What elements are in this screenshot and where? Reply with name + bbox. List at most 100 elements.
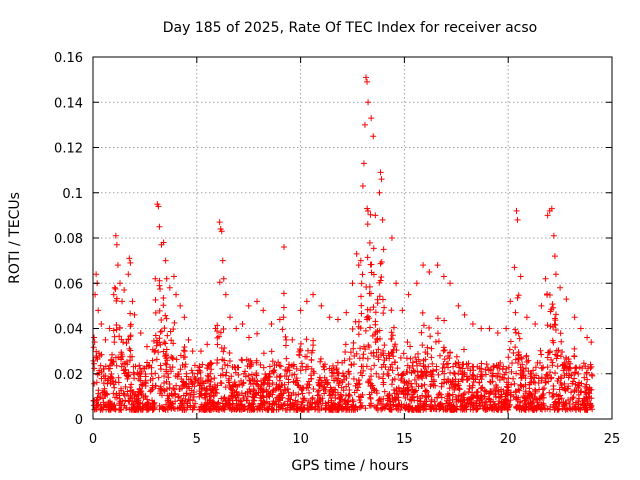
roti-point	[549, 359, 556, 366]
roti-point	[532, 387, 539, 394]
roti-point	[335, 370, 342, 377]
roti-point	[422, 387, 429, 394]
roti-point	[265, 406, 272, 413]
roti-point	[170, 326, 177, 333]
roti-point	[526, 385, 533, 392]
roti-point	[516, 335, 523, 342]
roti-point	[331, 377, 338, 384]
roti-point	[522, 365, 529, 372]
roti-point	[390, 346, 397, 353]
roti-point	[510, 393, 517, 400]
roti-point	[400, 350, 407, 357]
roti-point	[578, 380, 585, 387]
roti-point	[546, 292, 553, 299]
roti-point	[568, 389, 575, 396]
roti-point	[588, 339, 595, 346]
roti-point	[531, 374, 538, 381]
roti-point	[211, 375, 218, 382]
roti-point	[187, 376, 194, 383]
roti-point	[552, 317, 559, 324]
roti-point	[515, 394, 522, 401]
roti-point	[229, 401, 236, 408]
roti-point	[162, 312, 169, 319]
roti-point	[358, 280, 365, 287]
roti-point	[170, 273, 177, 280]
roti-point	[223, 369, 230, 376]
roti-point	[497, 373, 504, 380]
roti-point	[370, 352, 377, 359]
roti-point	[462, 404, 469, 411]
roti-point	[404, 382, 411, 389]
roti-point	[271, 362, 278, 369]
roti-point	[569, 401, 576, 408]
roti-point	[478, 385, 485, 392]
roti-point	[318, 405, 325, 412]
roti-point	[349, 326, 356, 333]
roti-point	[476, 379, 483, 386]
roti-point	[375, 346, 382, 353]
roti-point	[171, 386, 178, 393]
roti-point	[214, 400, 221, 407]
roti-point	[447, 405, 454, 412]
roti-point	[321, 384, 328, 391]
roti-point	[503, 379, 510, 386]
roti-point	[583, 369, 590, 376]
roti-point	[125, 398, 132, 405]
roti-point	[122, 405, 129, 412]
chart-title: Day 185 of 2025, Rate Of TEC Index for r…	[163, 20, 538, 36]
roti-point	[296, 346, 303, 353]
roti-point	[166, 284, 173, 291]
roti-point	[455, 363, 462, 370]
roti-point	[144, 399, 151, 406]
roti-point	[245, 334, 252, 341]
roti-point	[499, 366, 506, 373]
roti-point	[381, 342, 388, 349]
roti-point	[181, 314, 188, 321]
roti-point	[557, 284, 564, 291]
roti-point	[410, 394, 417, 401]
roti-point	[420, 262, 427, 269]
roti-point	[161, 379, 168, 386]
roti-point	[565, 367, 572, 374]
roti-point	[180, 379, 187, 386]
roti-point	[506, 346, 513, 353]
roti-point	[289, 336, 296, 343]
roti-point	[162, 353, 168, 360]
roti-point	[218, 228, 225, 235]
roti-point	[95, 387, 102, 394]
roti-point	[550, 304, 557, 311]
roti-point	[344, 405, 351, 412]
roti-point	[571, 388, 578, 395]
roti-point	[93, 271, 100, 278]
roti-point	[241, 403, 248, 410]
roti-point	[536, 359, 543, 366]
roti-point	[158, 328, 165, 335]
roti-point	[421, 381, 428, 388]
roti-point	[260, 364, 267, 371]
roti-point	[102, 336, 109, 343]
roti-point	[166, 399, 173, 406]
roti-point	[340, 387, 347, 394]
roti-point	[385, 392, 392, 399]
roti-point	[158, 316, 165, 323]
roti-point	[220, 275, 227, 282]
roti-point	[310, 337, 317, 344]
roti-point	[404, 339, 411, 346]
roti-point	[326, 314, 333, 321]
roti-point	[182, 353, 189, 360]
roti-point	[110, 381, 117, 388]
roti-point	[435, 338, 442, 345]
roti-point	[423, 373, 430, 380]
roti-point	[374, 328, 381, 335]
roti-point	[106, 406, 113, 413]
roti-point	[530, 367, 537, 374]
roti-point	[265, 392, 272, 399]
roti-point	[428, 345, 435, 352]
roti-point	[201, 406, 208, 413]
roti-point	[220, 326, 227, 333]
roti-point	[342, 341, 349, 348]
roti-point	[268, 406, 275, 413]
roti-point	[125, 369, 132, 376]
roti-point	[172, 373, 179, 380]
roti-point	[294, 381, 301, 388]
